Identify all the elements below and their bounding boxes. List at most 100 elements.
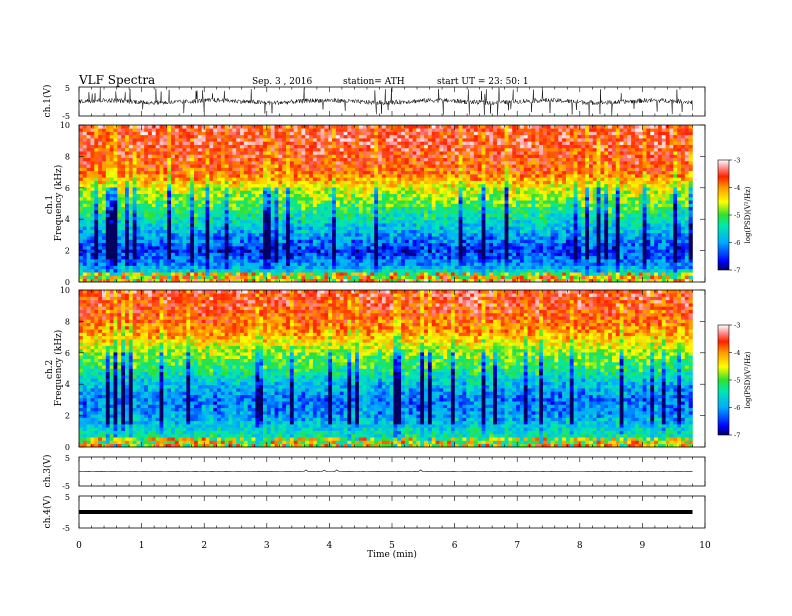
spectrogram-cell xyxy=(175,174,179,178)
spectrogram-cell xyxy=(248,161,252,165)
spectrogram-cell xyxy=(340,207,344,211)
spectrogram-cell xyxy=(110,249,114,253)
spectrogram-cell xyxy=(378,220,382,224)
spectrogram-cell xyxy=(428,243,432,247)
spectrogram-cell xyxy=(347,161,351,165)
spectrogram-cell xyxy=(401,226,405,230)
spectrogram-cell xyxy=(148,128,152,132)
spectrogram-cell xyxy=(87,253,91,257)
spectrogram-cell xyxy=(336,132,340,136)
spectrogram-cell xyxy=(140,164,144,168)
spectrogram-cell xyxy=(363,154,367,158)
spectrogram-cell xyxy=(152,220,156,224)
spectrogram-cell xyxy=(232,138,236,142)
spectrogram-cell xyxy=(171,135,175,139)
spectrogram-cell xyxy=(186,230,190,234)
spectrogram-cell xyxy=(221,217,225,221)
spectrogram-cell xyxy=(183,171,187,175)
spectrogram-cell xyxy=(278,161,282,165)
spectrogram-cell xyxy=(393,243,397,247)
spectrogram-cell xyxy=(114,161,118,165)
spectrogram-cell xyxy=(428,239,432,243)
spectrogram-cell xyxy=(144,272,148,276)
spectrogram-cell xyxy=(87,135,91,139)
spectrogram-cell xyxy=(121,148,125,152)
spectrogram-cell xyxy=(451,132,455,136)
spectrogram-cell xyxy=(459,161,463,165)
spectrogram-cell xyxy=(267,151,271,155)
spectrogram-cell xyxy=(255,210,259,214)
spectrogram-cell xyxy=(370,151,374,155)
spectrogram-cell xyxy=(420,168,424,172)
spectrogram-cell xyxy=(190,207,194,211)
spectrogram-cell xyxy=(321,226,325,230)
spectrogram-cell xyxy=(167,223,171,227)
spectrogram-cell xyxy=(282,204,286,208)
spectrogram-cell xyxy=(114,187,118,191)
spectrogram-cell xyxy=(179,181,183,185)
spectrogram-cell xyxy=(309,246,313,250)
spectrogram-cell xyxy=(393,177,397,181)
spectrogram-cell xyxy=(167,161,171,165)
spectrogram-cell xyxy=(355,125,359,129)
spectrogram-cell xyxy=(163,266,167,270)
spectrogram-cell xyxy=(179,272,183,276)
spectrogram-cell xyxy=(213,187,217,191)
spectrogram-cell xyxy=(259,210,263,214)
spectrogram-cell xyxy=(209,151,213,155)
spectrogram-cell xyxy=(221,220,225,224)
spectrogram-cell xyxy=(202,145,206,149)
spectrogram-cell xyxy=(94,200,98,204)
spectrogram-cell xyxy=(114,213,118,217)
spectrogram-cell xyxy=(278,253,282,257)
spectrogram-cell xyxy=(179,154,183,158)
spectrogram-cell xyxy=(324,194,328,198)
spectrogram-cell xyxy=(125,161,129,165)
spectrogram-cell xyxy=(390,269,394,273)
spectrogram-cell xyxy=(443,138,447,142)
spectrogram-cell xyxy=(94,266,98,270)
spectrogram-cell xyxy=(198,243,202,247)
spectrogram-cell xyxy=(137,223,141,227)
spectrogram-cell xyxy=(447,259,451,263)
spectrogram-cell xyxy=(190,128,194,132)
spectrogram-cell xyxy=(160,253,164,257)
spectrogram-cell xyxy=(183,249,187,253)
spectrogram-cell xyxy=(160,135,164,139)
spectrogram-cell xyxy=(305,233,309,237)
spectrogram-cell xyxy=(301,171,305,175)
spectrogram-cell xyxy=(236,217,240,221)
spectrogram-cell xyxy=(87,220,91,224)
spectrogram-cell xyxy=(324,168,328,172)
spectrogram-cell xyxy=(137,243,141,247)
spectrogram-cell xyxy=(275,132,279,136)
spectrogram-cell xyxy=(321,138,325,142)
spectrogram-cell xyxy=(298,194,302,198)
spectrogram-cell xyxy=(374,128,378,132)
spectrogram-cell xyxy=(336,200,340,204)
spectrogram-cell xyxy=(137,239,141,243)
spectrogram-cell xyxy=(332,226,336,230)
spectrogram-cell xyxy=(374,207,378,211)
spectrogram-cell xyxy=(179,243,183,247)
spectrogram-cell xyxy=(367,132,371,136)
spectrogram-cell xyxy=(344,177,348,181)
spectrogram-cell xyxy=(386,272,390,276)
spectrogram-cell xyxy=(275,223,279,227)
spectrogram-cell xyxy=(244,200,248,204)
spectrogram-cell xyxy=(148,269,152,273)
spectrogram-cell xyxy=(317,190,321,194)
spectrogram-cell xyxy=(393,161,397,165)
spectrogram-cell xyxy=(148,194,152,198)
spectrogram-cell xyxy=(355,184,359,188)
spectrogram-cell xyxy=(298,275,302,279)
spectrogram-cell xyxy=(466,220,470,224)
spectrogram-cell xyxy=(252,223,256,227)
spectrogram-cell xyxy=(91,272,95,276)
spectrogram-cell xyxy=(298,190,302,194)
spectrogram-cell xyxy=(232,125,236,129)
spectrogram-cell xyxy=(121,197,125,201)
spectrogram-cell xyxy=(286,204,290,208)
spectrogram-cell xyxy=(382,164,386,168)
spectrogram-cell xyxy=(248,266,252,270)
